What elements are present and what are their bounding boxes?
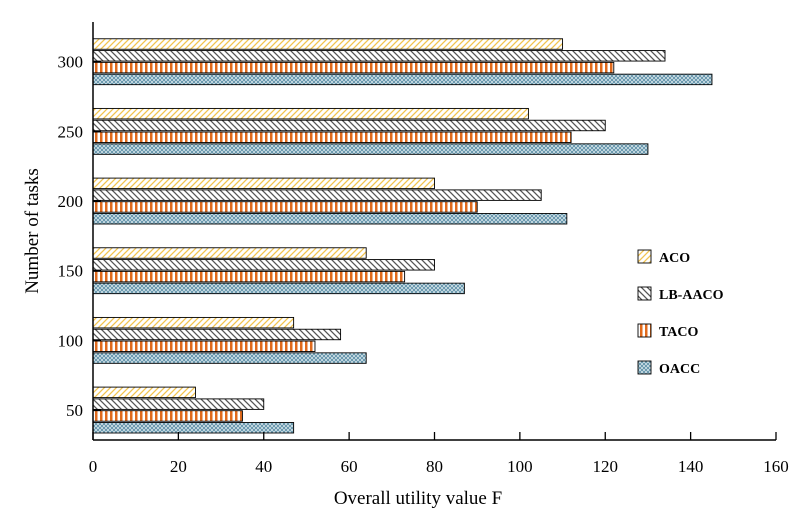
x-tick-label: 140 bbox=[678, 457, 704, 476]
bar-lb-aaco-50 bbox=[92, 398, 265, 410]
bar-aco-50 bbox=[92, 386, 196, 399]
x-tick-label: 100 bbox=[507, 457, 533, 476]
x-tick-label: 160 bbox=[763, 457, 789, 476]
bar-lb-aaco-300 bbox=[92, 50, 666, 62]
y-tick-label: 200 bbox=[58, 192, 84, 211]
x-tick-label: 80 bbox=[426, 457, 443, 476]
x-tick-label: 20 bbox=[170, 457, 187, 476]
x-tick-label: 40 bbox=[255, 457, 272, 476]
bar-lb-aaco-250 bbox=[92, 119, 606, 132]
legend-label: LB-AACO bbox=[659, 288, 724, 303]
x-tick-label: 0 bbox=[89, 457, 98, 476]
y-tick-label: 100 bbox=[58, 331, 84, 350]
x-tick-label: 120 bbox=[593, 457, 619, 476]
y-ticks-group: 50 100 150 200 250 300 bbox=[58, 53, 101, 420]
bar-oacc-200 bbox=[92, 213, 568, 225]
x-ticks-group: 0 20 40 60 80 100 120 140 160 bbox=[89, 432, 789, 476]
bar-oacc-100 bbox=[92, 352, 367, 364]
y-tick-label: 300 bbox=[58, 53, 84, 72]
legend-swatch bbox=[637, 360, 652, 375]
bar-oacc-50 bbox=[92, 422, 295, 434]
x-tick-label: 60 bbox=[341, 457, 358, 476]
bar-taco-200 bbox=[92, 201, 478, 213]
bar-taco-100 bbox=[92, 340, 316, 352]
legend-label: TACO bbox=[659, 325, 699, 340]
bar-oacc-300 bbox=[92, 73, 713, 86]
bar-aco-100 bbox=[92, 316, 295, 329]
bar-taco-150 bbox=[92, 270, 406, 283]
legend-label: ACO bbox=[659, 251, 690, 266]
bar-lb-aaco-200 bbox=[92, 189, 542, 201]
y-tick-label: 250 bbox=[58, 122, 84, 141]
legend-swatch bbox=[637, 286, 652, 301]
bar-taco-250 bbox=[92, 131, 572, 143]
bar-taco-50 bbox=[92, 410, 243, 422]
y-axis-title: Number of tasks bbox=[22, 168, 43, 294]
bar-aco-150 bbox=[92, 247, 367, 259]
x-axis-title: Overall utility value F bbox=[334, 488, 502, 509]
y-tick-label: 50 bbox=[66, 401, 83, 420]
bar-lb-aaco-100 bbox=[92, 328, 342, 341]
bar-oacc-150 bbox=[92, 282, 465, 295]
bar-aco-200 bbox=[92, 177, 435, 190]
y-tick-label: 150 bbox=[58, 262, 84, 281]
legend-swatch bbox=[637, 249, 652, 264]
bar-lb-aaco-150 bbox=[92, 259, 435, 271]
bars-group bbox=[92, 38, 713, 434]
legend: ACO LB-AACO TACO OACC bbox=[637, 249, 724, 377]
legend-label: OACC bbox=[659, 362, 700, 377]
bar-taco-300 bbox=[92, 61, 615, 74]
bar-aco-250 bbox=[92, 107, 529, 120]
bar-aco-300 bbox=[92, 38, 564, 50]
legend-swatch bbox=[637, 323, 652, 338]
bar-oacc-250 bbox=[92, 143, 649, 155]
